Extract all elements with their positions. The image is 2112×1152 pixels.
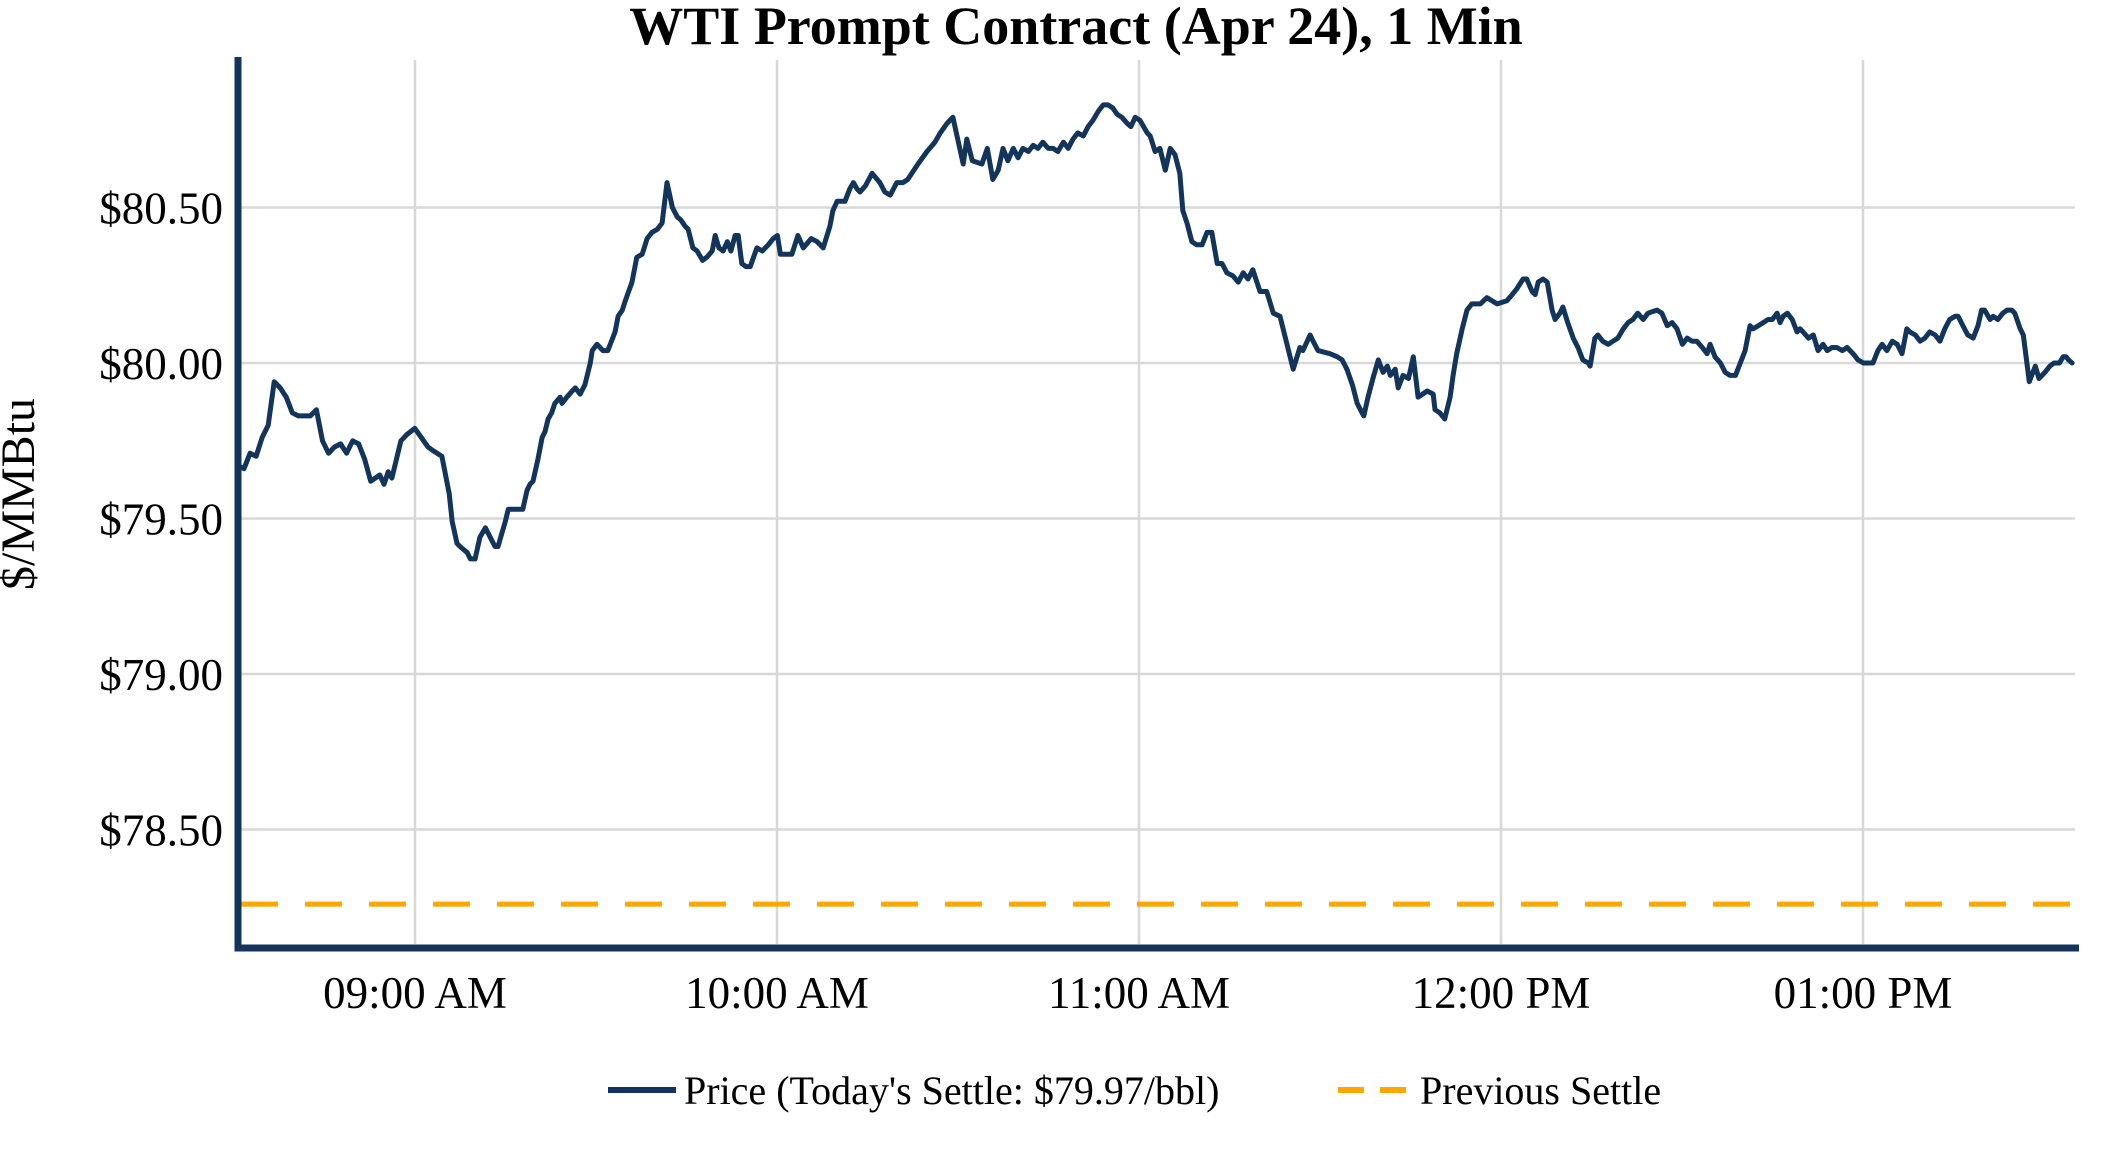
y-axis-label: $/MMBtu (0, 398, 45, 590)
x-tick-label: 01:00 PM (1774, 968, 1953, 1018)
x-tick-label: 11:00 AM (1048, 968, 1230, 1018)
chart-title: WTI Prompt Contract (Apr 24), 1 Min (629, 0, 1522, 56)
x-tick-label: 12:00 PM (1412, 968, 1591, 1018)
gridlines (238, 60, 2075, 944)
x-tick-label: 10:00 AM (685, 968, 869, 1018)
y-tick-labels: $80.50 $80.00 $79.50 $79.00 $78.50 (99, 184, 223, 856)
legend: Price (Today's Settle: $79.97/bbl) Previ… (608, 1068, 1661, 1113)
legend-previous-settle-label: Previous Settle (1420, 1068, 1661, 1113)
x-tick-labels: 09:00 AM 10:00 AM 11:00 AM 12:00 PM 01:00 PM (323, 968, 1952, 1018)
y-tick-label: $80.50 (99, 184, 223, 234)
price-line (235, 102, 2075, 562)
legend-price-label: Price (Today's Settle: $79.97/bbl) (684, 1068, 1219, 1113)
y-tick-label: $79.50 (99, 495, 223, 545)
y-tick-label: $79.00 (99, 650, 223, 700)
y-tick-label: $78.50 (99, 806, 223, 856)
y-tick-label: $80.00 (99, 339, 223, 389)
x-tick-label: 09:00 AM (323, 968, 507, 1018)
